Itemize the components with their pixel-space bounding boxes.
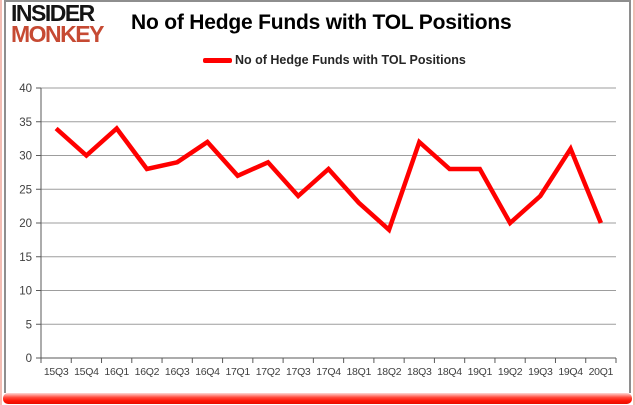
x-tick-label: 16Q1: [104, 366, 129, 378]
bottom-red-bar: [3, 393, 632, 404]
x-tick-label: 18Q1: [347, 366, 372, 378]
y-tick-label: 30: [19, 151, 32, 163]
y-tick-label: 25: [19, 184, 32, 196]
y-tick-label: 40: [19, 83, 32, 95]
legend-line-marker: [203, 57, 232, 63]
chart-title: No of Hedge Funds with TOL Positions: [131, 11, 512, 34]
logo-line-monkey: MONKEY: [11, 21, 104, 48]
axis-ticks: [36, 87, 617, 363]
y-tick-label: 5: [26, 319, 32, 331]
x-tick-label: 19Q4: [558, 366, 583, 378]
x-tick-label: 19Q1: [468, 366, 493, 378]
y-tick-label: 0: [26, 353, 32, 365]
x-tick-label: 19Q2: [498, 366, 523, 378]
logo-line-insider: INSIDER: [11, 0, 95, 26]
insider-monkey-logo: INSIDER MONKEY: [11, 0, 104, 48]
gridlines: [41, 87, 616, 359]
x-tick-label: 16Q4: [195, 366, 220, 378]
x-tick-label: 15Q3: [44, 366, 69, 378]
x-tick-label: 16Q2: [135, 366, 160, 378]
chart-frame-border: [4, 0, 631, 393]
x-tick-label: 18Q3: [407, 366, 432, 378]
y-axis-labels: 0 5 10 15 20 25 30 35 40: [19, 83, 32, 365]
legend-label: No of Hedge Funds with TOL Positions: [235, 53, 466, 67]
x-tick-label: 18Q2: [377, 366, 402, 378]
x-tick-label: 17Q3: [286, 366, 311, 378]
y-tick-label: 15: [19, 252, 32, 264]
x-axis-labels: 15Q3 15Q4 16Q1 16Q2 16Q3 16Q4 17Q1 17Q2 17Q3 17Q4…: [44, 366, 614, 378]
y-tick-label: 20: [19, 218, 32, 230]
x-tick-label: 16Q3: [165, 366, 190, 378]
y-tick-label: 10: [19, 286, 32, 298]
y-tick-label: 35: [19, 117, 32, 129]
x-tick-label: 18Q4: [437, 366, 462, 378]
series-line: [54, 125, 603, 234]
x-tick-label: 17Q4: [316, 366, 341, 378]
x-tick-label: 17Q2: [256, 366, 281, 378]
x-tick-label: 19Q3: [528, 366, 553, 378]
x-tick-label: 17Q1: [225, 366, 250, 378]
legend: No of Hedge Funds with TOL Positions: [203, 53, 466, 67]
x-tick-label: 20Q1: [589, 366, 614, 378]
x-tick-label: 15Q4: [74, 366, 99, 378]
